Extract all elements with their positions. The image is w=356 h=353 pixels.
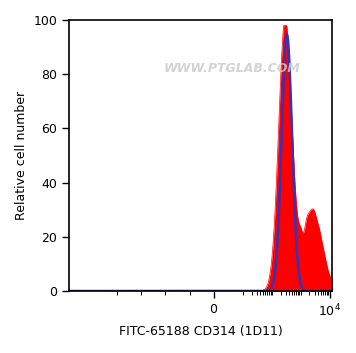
Text: WWW.PTGLAB.COM: WWW.PTGLAB.COM [164,62,300,75]
X-axis label: FITC-65188 CD314 (1D11): FITC-65188 CD314 (1D11) [119,325,282,338]
Y-axis label: Relative cell number: Relative cell number [15,91,28,220]
